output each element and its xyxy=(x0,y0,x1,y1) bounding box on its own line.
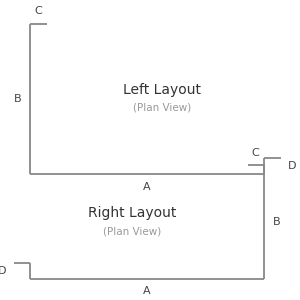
Text: C: C xyxy=(34,7,42,16)
Text: D: D xyxy=(0,266,6,276)
Text: Right Layout: Right Layout xyxy=(88,206,176,220)
Text: B: B xyxy=(273,217,280,227)
Text: A: A xyxy=(143,286,151,296)
Text: Left Layout: Left Layout xyxy=(123,83,201,97)
Text: C: C xyxy=(252,148,260,158)
Text: B: B xyxy=(14,94,21,104)
Text: A: A xyxy=(143,182,151,191)
Text: (Plan View): (Plan View) xyxy=(103,226,161,236)
Text: (Plan View): (Plan View) xyxy=(133,103,191,113)
Text: D: D xyxy=(288,161,296,171)
